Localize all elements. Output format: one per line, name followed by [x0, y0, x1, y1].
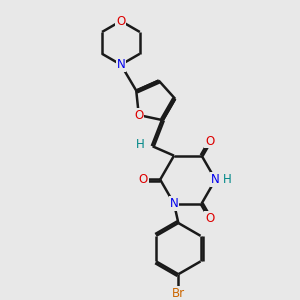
- Text: N: N: [169, 197, 178, 210]
- Text: H: H: [223, 173, 232, 186]
- Text: O: O: [206, 212, 215, 225]
- Text: O: O: [206, 134, 215, 148]
- Text: N: N: [211, 173, 220, 186]
- Text: O: O: [116, 15, 125, 28]
- Text: O: O: [139, 173, 148, 186]
- Text: Br: Br: [172, 286, 185, 300]
- Text: H: H: [136, 138, 145, 152]
- Text: O: O: [134, 109, 143, 122]
- Text: N: N: [116, 58, 125, 71]
